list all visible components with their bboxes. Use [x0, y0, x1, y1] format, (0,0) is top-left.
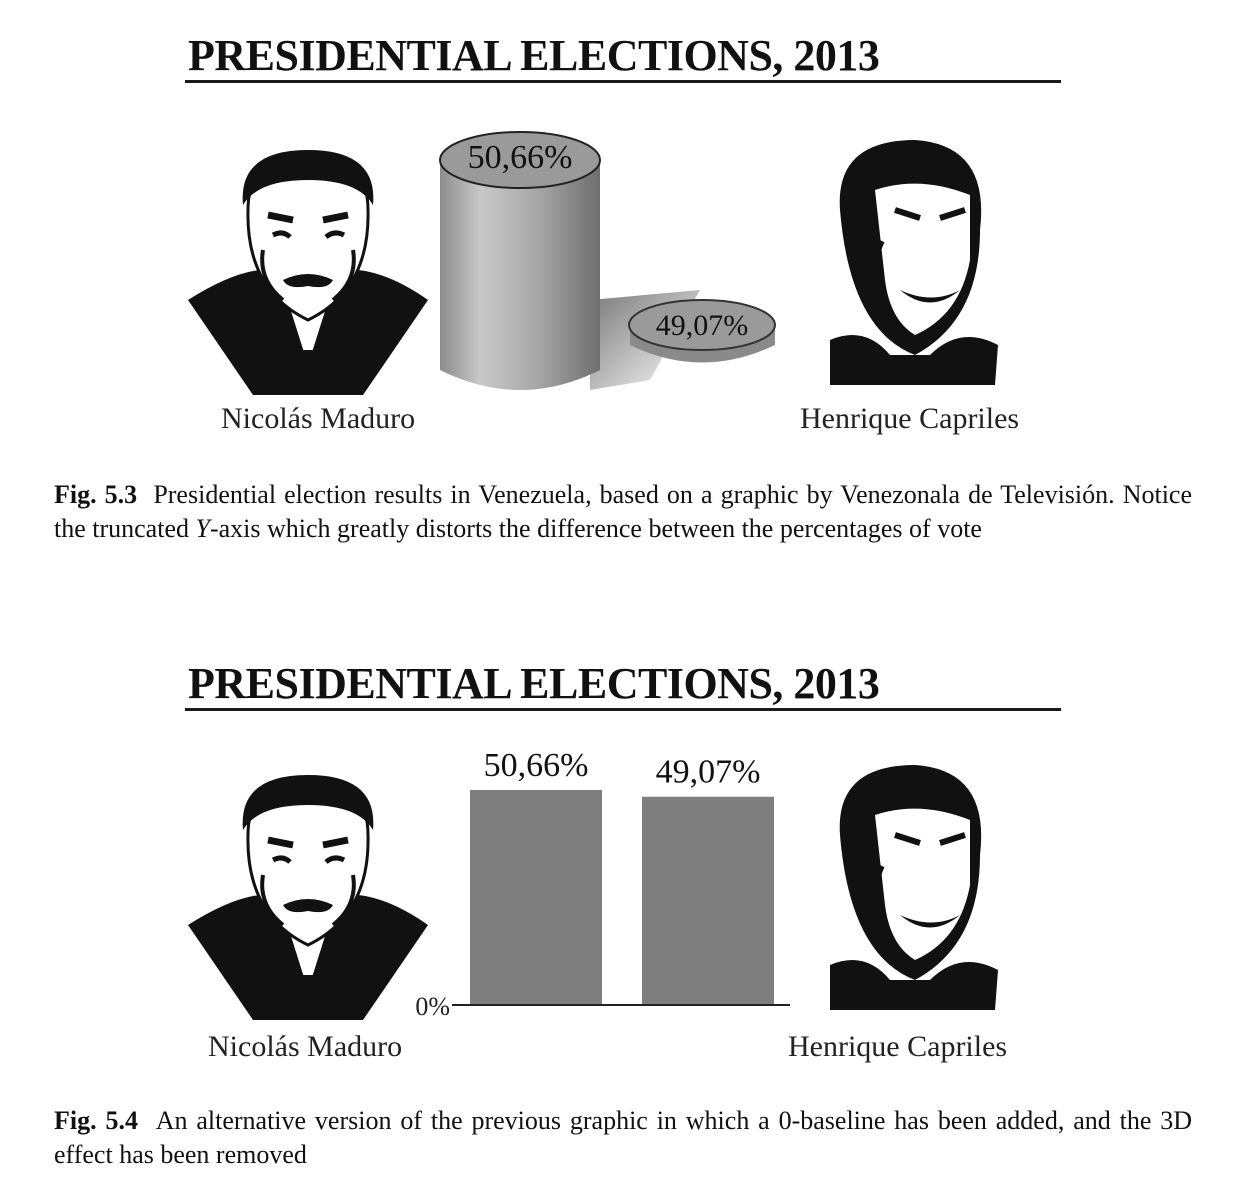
bar-capriles [642, 796, 774, 1005]
caption-text: Presidential election results in Venezue… [54, 480, 1193, 543]
caption-label: Fig. 5.3 [54, 480, 138, 509]
capriles-portrait [830, 765, 998, 1010]
data-label-maduro: 50,66% [468, 139, 573, 176]
chart-3d: 50,66% 49,07% [439, 131, 776, 390]
caption-label: Fig. 5.4 [54, 1106, 138, 1135]
caption-italic: Y [195, 514, 210, 543]
figure-2-caption: Fig. 5.4 An alternative version of the p… [54, 1104, 1192, 1172]
figure-2-title: PRESIDENTIAL ELECTIONS, 2013 [188, 659, 880, 708]
maduro-portrait [188, 775, 428, 1020]
data-label-capriles: 49,07% [656, 309, 749, 342]
candidate-name-capriles: Henrique Capriles [788, 1030, 1008, 1063]
candidate-name-maduro: Nicolás Maduro [208, 1030, 403, 1063]
figure-1-title-rule [185, 80, 1061, 83]
bar-maduro [470, 790, 602, 1005]
capriles-portrait [830, 140, 998, 385]
figure-1-caption: Fig. 5.3 Presidential election results i… [54, 478, 1192, 546]
figure-2-title-rule [185, 708, 1061, 711]
maduro-portrait [188, 150, 428, 395]
data-label-capriles: 49,07% [656, 754, 761, 791]
candidate-name-maduro: Nicolás Maduro [221, 402, 416, 435]
candidate-name-capriles: Henrique Capriles [800, 402, 1020, 435]
chart-flat: 50,66% 49,07% 0% [415, 747, 790, 1020]
caption-text: An alternative version of the previous g… [54, 1106, 1193, 1169]
data-label-maduro: 50,66% [484, 747, 589, 784]
figure-1-title: PRESIDENTIAL ELECTIONS, 2013 [188, 31, 880, 80]
caption-text: -axis which greatly distorts the differe… [209, 514, 982, 543]
cylinder-bar-maduro [439, 131, 601, 390]
cylinder-bar-capriles [628, 299, 776, 363]
baseline-label: 0% [415, 992, 450, 1020]
